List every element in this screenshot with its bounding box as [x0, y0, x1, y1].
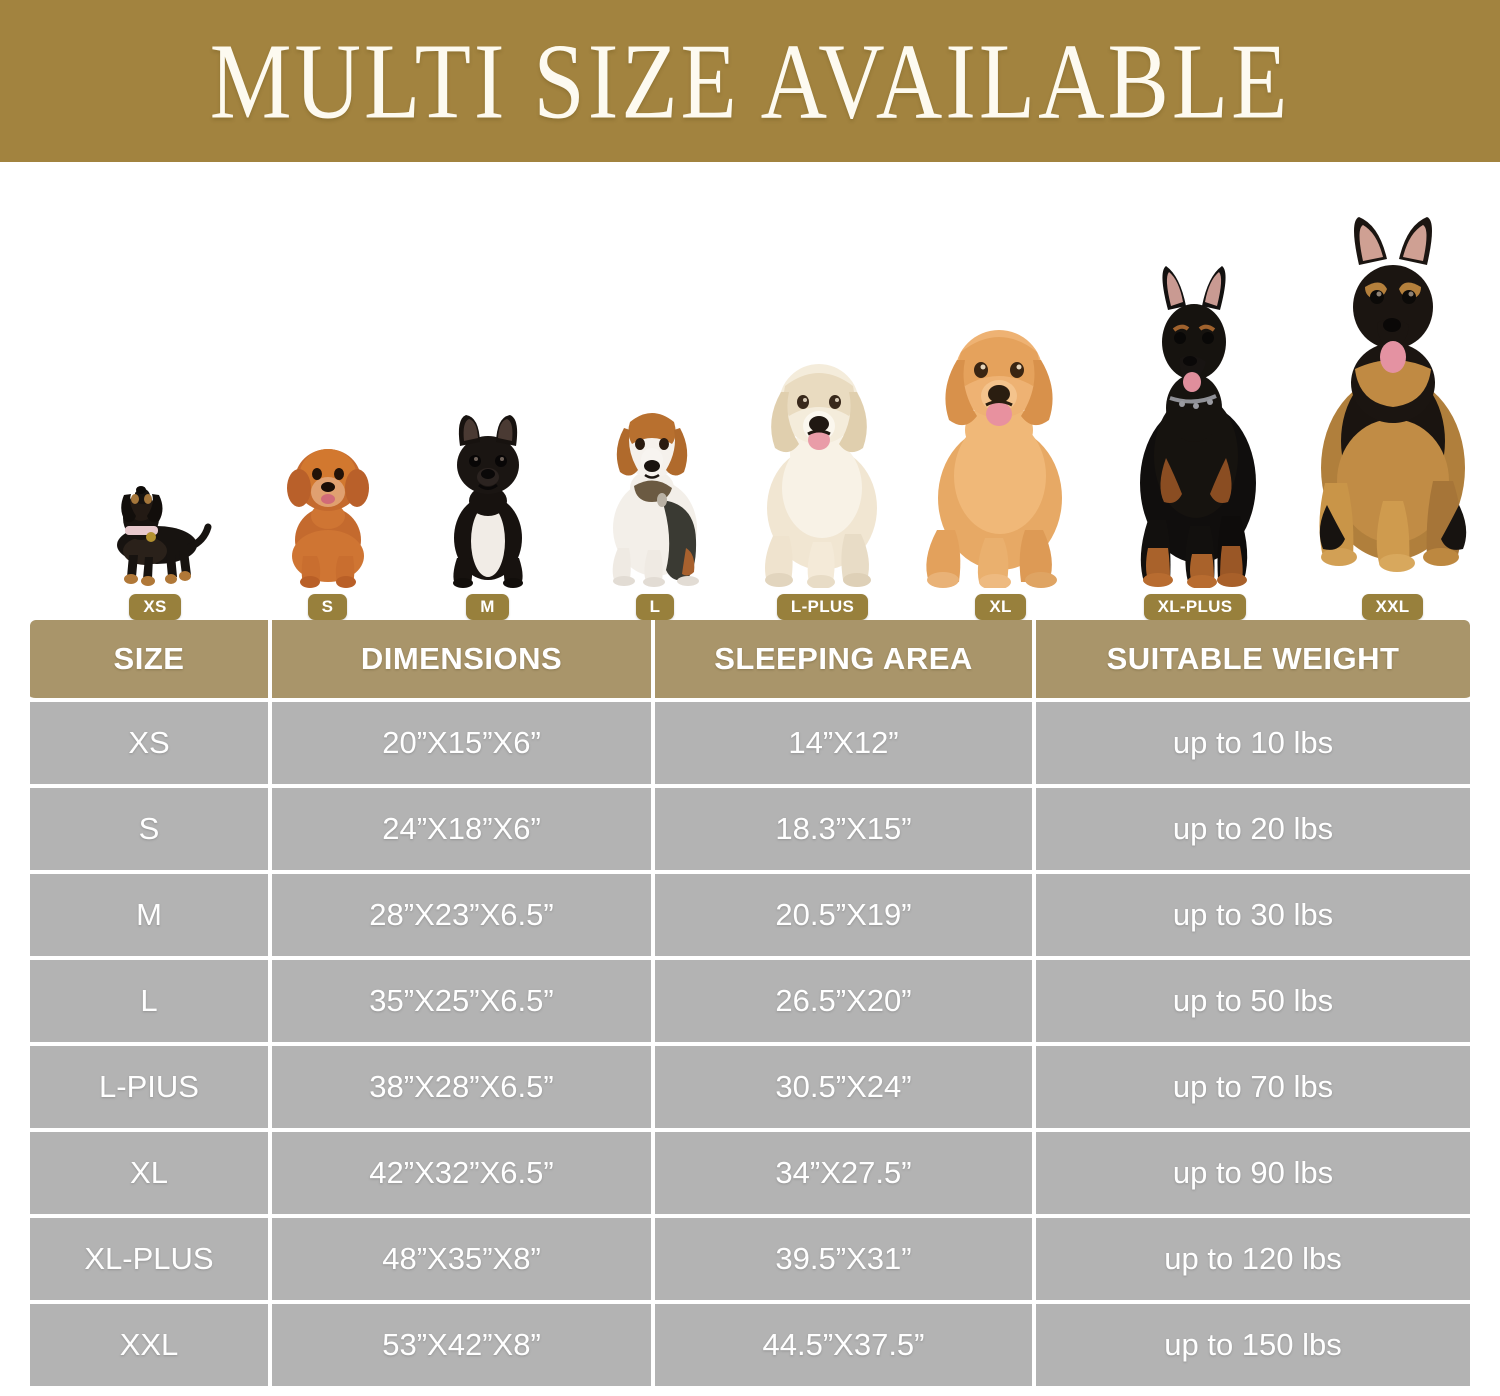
- cell-sleeping-area: 44.5”X37.5”: [655, 1304, 1036, 1386]
- cell-dimensions: 28”X23”X6.5”: [272, 874, 655, 960]
- cell-sleeping-area: 39.5”X31”: [655, 1218, 1036, 1304]
- cell-dimensions: 53”X42”X8”: [272, 1304, 655, 1386]
- dachshund-image: [95, 463, 215, 588]
- table-row: XS 20”X15”X6” 14”X12” up to 10 lbs: [30, 702, 1470, 788]
- cell-suitable-weight: up to 120 lbs: [1036, 1218, 1470, 1304]
- cell-suitable-weight: up to 50 lbs: [1036, 960, 1470, 1046]
- cell-dimensions: 20”X15”X6”: [272, 702, 655, 788]
- dog-slot-l: L: [570, 388, 740, 620]
- table-header: SIZE DIMENSIONS SLEEPING AREA SUITABLE W…: [30, 620, 1470, 702]
- cell-suitable-weight: up to 90 lbs: [1036, 1132, 1470, 1218]
- cell-dimensions: 48”X35”X8”: [272, 1218, 655, 1304]
- cell-sleeping-area: 14”X12”: [655, 702, 1036, 788]
- cell-sleeping-area: 18.3”X15”: [655, 788, 1036, 874]
- cell-suitable-weight: up to 70 lbs: [1036, 1046, 1470, 1132]
- dog-slot-m: M: [405, 413, 570, 620]
- dog-slot-xxl: XXL: [1295, 213, 1490, 620]
- dog-slot-s: S: [245, 430, 410, 620]
- size-chip-xs: XS: [129, 594, 181, 620]
- cell-sleeping-area: 30.5”X24”: [655, 1046, 1036, 1132]
- cell-size: S: [30, 788, 272, 874]
- dog-slot-xl-plus: XL-PLUS: [1100, 258, 1290, 620]
- beagle-image: [590, 388, 720, 588]
- cell-size: XXL: [30, 1304, 272, 1386]
- cell-suitable-weight: up to 150 lbs: [1036, 1304, 1470, 1386]
- cell-size: XL-PLUS: [30, 1218, 272, 1304]
- table-body: XS 20”X15”X6” 14”X12” up to 10 lbs S 24”…: [30, 702, 1470, 1386]
- size-chip-xl-plus: XL-PLUS: [1143, 594, 1247, 620]
- golden-retriever-image: [913, 308, 1088, 588]
- cell-suitable-weight: up to 10 lbs: [1036, 702, 1470, 788]
- size-chip-xl: XL: [975, 594, 1026, 620]
- french-bulldog-image: [433, 413, 543, 588]
- cell-suitable-weight: up to 30 lbs: [1036, 874, 1470, 960]
- page-header-banner: MULTI SIZE AVAILABLE: [0, 0, 1500, 162]
- cell-dimensions: 42”X32”X6.5”: [272, 1132, 655, 1218]
- table-row: XXL 53”X42”X8” 44.5”X37.5” up to 150 lbs: [30, 1304, 1470, 1386]
- column-header-size: SIZE: [30, 620, 272, 702]
- german-shepherd-image: [1303, 213, 1483, 588]
- size-chart-table: SIZE DIMENSIONS SLEEPING AREA SUITABLE W…: [30, 620, 1470, 1386]
- table-row: S 24”X18”X6” 18.3”X15” up to 20 lbs: [30, 788, 1470, 874]
- cell-size: M: [30, 874, 272, 960]
- size-chip-xxl: XXL: [1361, 594, 1424, 620]
- column-header-dimensions: DIMENSIONS: [272, 620, 655, 702]
- table-header-row: SIZE DIMENSIONS SLEEPING AREA SUITABLE W…: [30, 620, 1470, 702]
- size-chip-m: M: [466, 594, 509, 620]
- table-row: L 35”X25”X6.5” 26.5”X20” up to 50 lbs: [30, 960, 1470, 1046]
- table-row: M 28”X23”X6.5” 20.5”X19” up to 30 lbs: [30, 874, 1470, 960]
- toy-poodle-image: [273, 430, 383, 588]
- doberman-image: [1108, 258, 1283, 588]
- cell-dimensions: 24”X18”X6”: [272, 788, 655, 874]
- cell-size: XL: [30, 1132, 272, 1218]
- cell-dimensions: 35”X25”X6.5”: [272, 960, 655, 1046]
- table-row: XL-PLUS 48”X35”X8” 39.5”X31” up to 120 l…: [30, 1218, 1470, 1304]
- size-chip-s: S: [307, 594, 348, 620]
- page-title: MULTI SIZE AVAILABLE: [209, 20, 1291, 142]
- dog-slot-l-plus: L-PLUS: [735, 338, 910, 620]
- column-header-suitable-weight: SUITABLE WEIGHT: [1036, 620, 1470, 702]
- golden-retriever-light-image: [745, 338, 900, 588]
- dog-slot-xl: XL: [908, 308, 1093, 620]
- cell-sleeping-area: 26.5”X20”: [655, 960, 1036, 1046]
- cell-size: XS: [30, 702, 272, 788]
- cell-size: L-PIUS: [30, 1046, 272, 1132]
- cell-sleeping-area: 34”X27.5”: [655, 1132, 1036, 1218]
- table-row: L-PIUS 38”X28”X6.5” 30.5”X24” up to 70 l…: [30, 1046, 1470, 1132]
- size-chip-l-plus: L-PLUS: [776, 594, 869, 620]
- cell-size: L: [30, 960, 272, 1046]
- cell-suitable-weight: up to 20 lbs: [1036, 788, 1470, 874]
- table-row: XL 42”X32”X6.5” 34”X27.5” up to 90 lbs: [30, 1132, 1470, 1218]
- size-chip-l: L: [635, 594, 675, 620]
- dog-size-lineup: XS S: [0, 162, 1500, 620]
- cell-sleeping-area: 20.5”X19”: [655, 874, 1036, 960]
- cell-dimensions: 38”X28”X6.5”: [272, 1046, 655, 1132]
- dog-slot-xs: XS: [70, 463, 240, 620]
- column-header-sleeping-area: SLEEPING AREA: [655, 620, 1036, 702]
